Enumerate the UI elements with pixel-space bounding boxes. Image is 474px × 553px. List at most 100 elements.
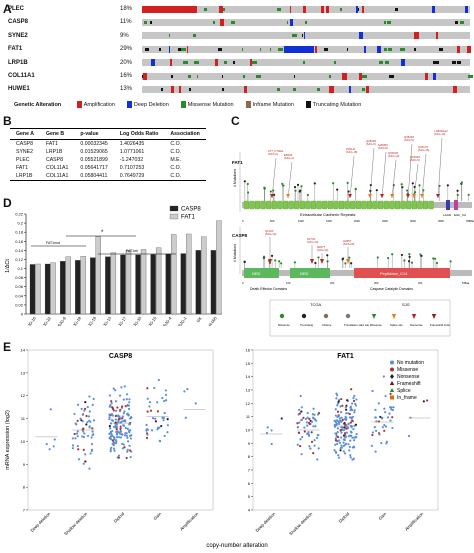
e-point [374,450,377,453]
e-point [354,423,358,426]
e-point [426,399,429,402]
annot-marker [380,194,384,198]
alteration-mark [459,20,465,24]
e-point [345,431,348,434]
alteration-mark [219,18,224,26]
legend-marker [431,314,437,319]
legend-group: SJG [402,302,410,307]
e-point [347,412,350,415]
d-bar-casp8 [90,257,96,315]
table-cell: C.O. [170,141,182,147]
e-point [166,431,169,434]
lollipop-head [326,260,329,263]
e-point [371,433,374,437]
casp8-annot-sample: (SJG-20) [343,242,354,246]
d-bar-fat1 [201,236,207,315]
alteration-mark [224,61,227,65]
e-point [351,446,354,449]
e-point [306,432,309,435]
e-point [86,421,89,424]
e-legend-marker [389,388,395,392]
e-point [380,417,384,420]
table-cell: 0.01529065 [80,149,108,155]
e-point [90,436,93,439]
e-point [111,414,114,417]
e-ytick-label: 8 [23,485,26,490]
annot-marker [286,194,290,198]
d-bar-casp8 [180,253,186,315]
alteration-mark [259,47,262,51]
alteration-mark [334,61,336,65]
lollipop-head [407,260,411,263]
d-bar-casp8 [60,261,66,315]
alteration-mark [328,85,334,93]
gene-label-syne2: SYNE2 [8,32,28,39]
e-point [352,439,356,442]
lollipop-head [246,191,250,194]
e-point [129,437,133,440]
e-point [117,436,121,439]
e-point [308,445,311,448]
gene-label-casp8: CASP8 [8,19,29,26]
casp8-label: CASP8 [232,233,248,238]
e-point [350,434,353,437]
e-point [113,436,116,440]
legend-marker [301,313,307,319]
e-point [342,441,345,444]
alteration-mark [343,72,347,80]
e-point [129,449,132,452]
gene-label-fat1: FAT1 [8,46,23,53]
e-point [115,423,119,426]
e-point [82,448,85,452]
e-point [306,411,309,415]
d-ytick-label: 0 [21,312,24,317]
e-point [162,419,165,422]
alteration-mark [143,72,147,80]
alteration-mark [304,20,308,24]
d-bar-fat1 [35,263,41,315]
table-cell: PLEC [16,157,30,163]
e-point [110,402,113,405]
table-header: p-value [74,128,114,140]
cadherin-repeat [249,200,255,210]
e-point [125,393,129,396]
alteration-mark [255,61,258,65]
d-significance: * [101,230,104,236]
e-point [123,410,126,413]
e-point [126,440,130,443]
e-point [337,421,341,424]
alteration-mark [303,61,306,65]
e-point [115,430,118,433]
cadherin-repeat [411,200,417,210]
casp8-annot: R207T [317,245,326,249]
alteration-mark [221,74,224,78]
e-point [265,431,269,435]
cadherin-repeat [361,200,367,210]
e-point [112,425,116,428]
d-ytick-label: 0.22 [15,212,24,217]
legend-marker [323,313,329,319]
table-cell: COL11A1 [45,165,69,171]
gene-label-plec: PLEC [8,6,25,12]
lollipop-head [344,262,347,265]
e-point [115,428,118,431]
e-point [340,446,344,449]
casp8-xtick: 300 [374,281,379,285]
alteration-mark [219,5,223,13]
annot-marker [270,194,274,198]
e-point [151,416,155,420]
d-xtick-label: OR-005 [206,315,219,326]
lollipop-head [375,189,378,192]
e-point [84,460,87,463]
e-point [116,406,119,409]
e-legend-marker [390,374,394,379]
e-point [374,429,378,433]
e-xtick-label: Amplification [404,511,425,532]
legend-tcga-label: Inframe [322,323,332,327]
table-header: Gene A [10,128,40,140]
e-point [371,389,374,393]
e-point [335,397,338,400]
e-point [350,408,354,412]
lollipop-head [300,185,303,188]
cadherin-repeat [406,200,412,210]
